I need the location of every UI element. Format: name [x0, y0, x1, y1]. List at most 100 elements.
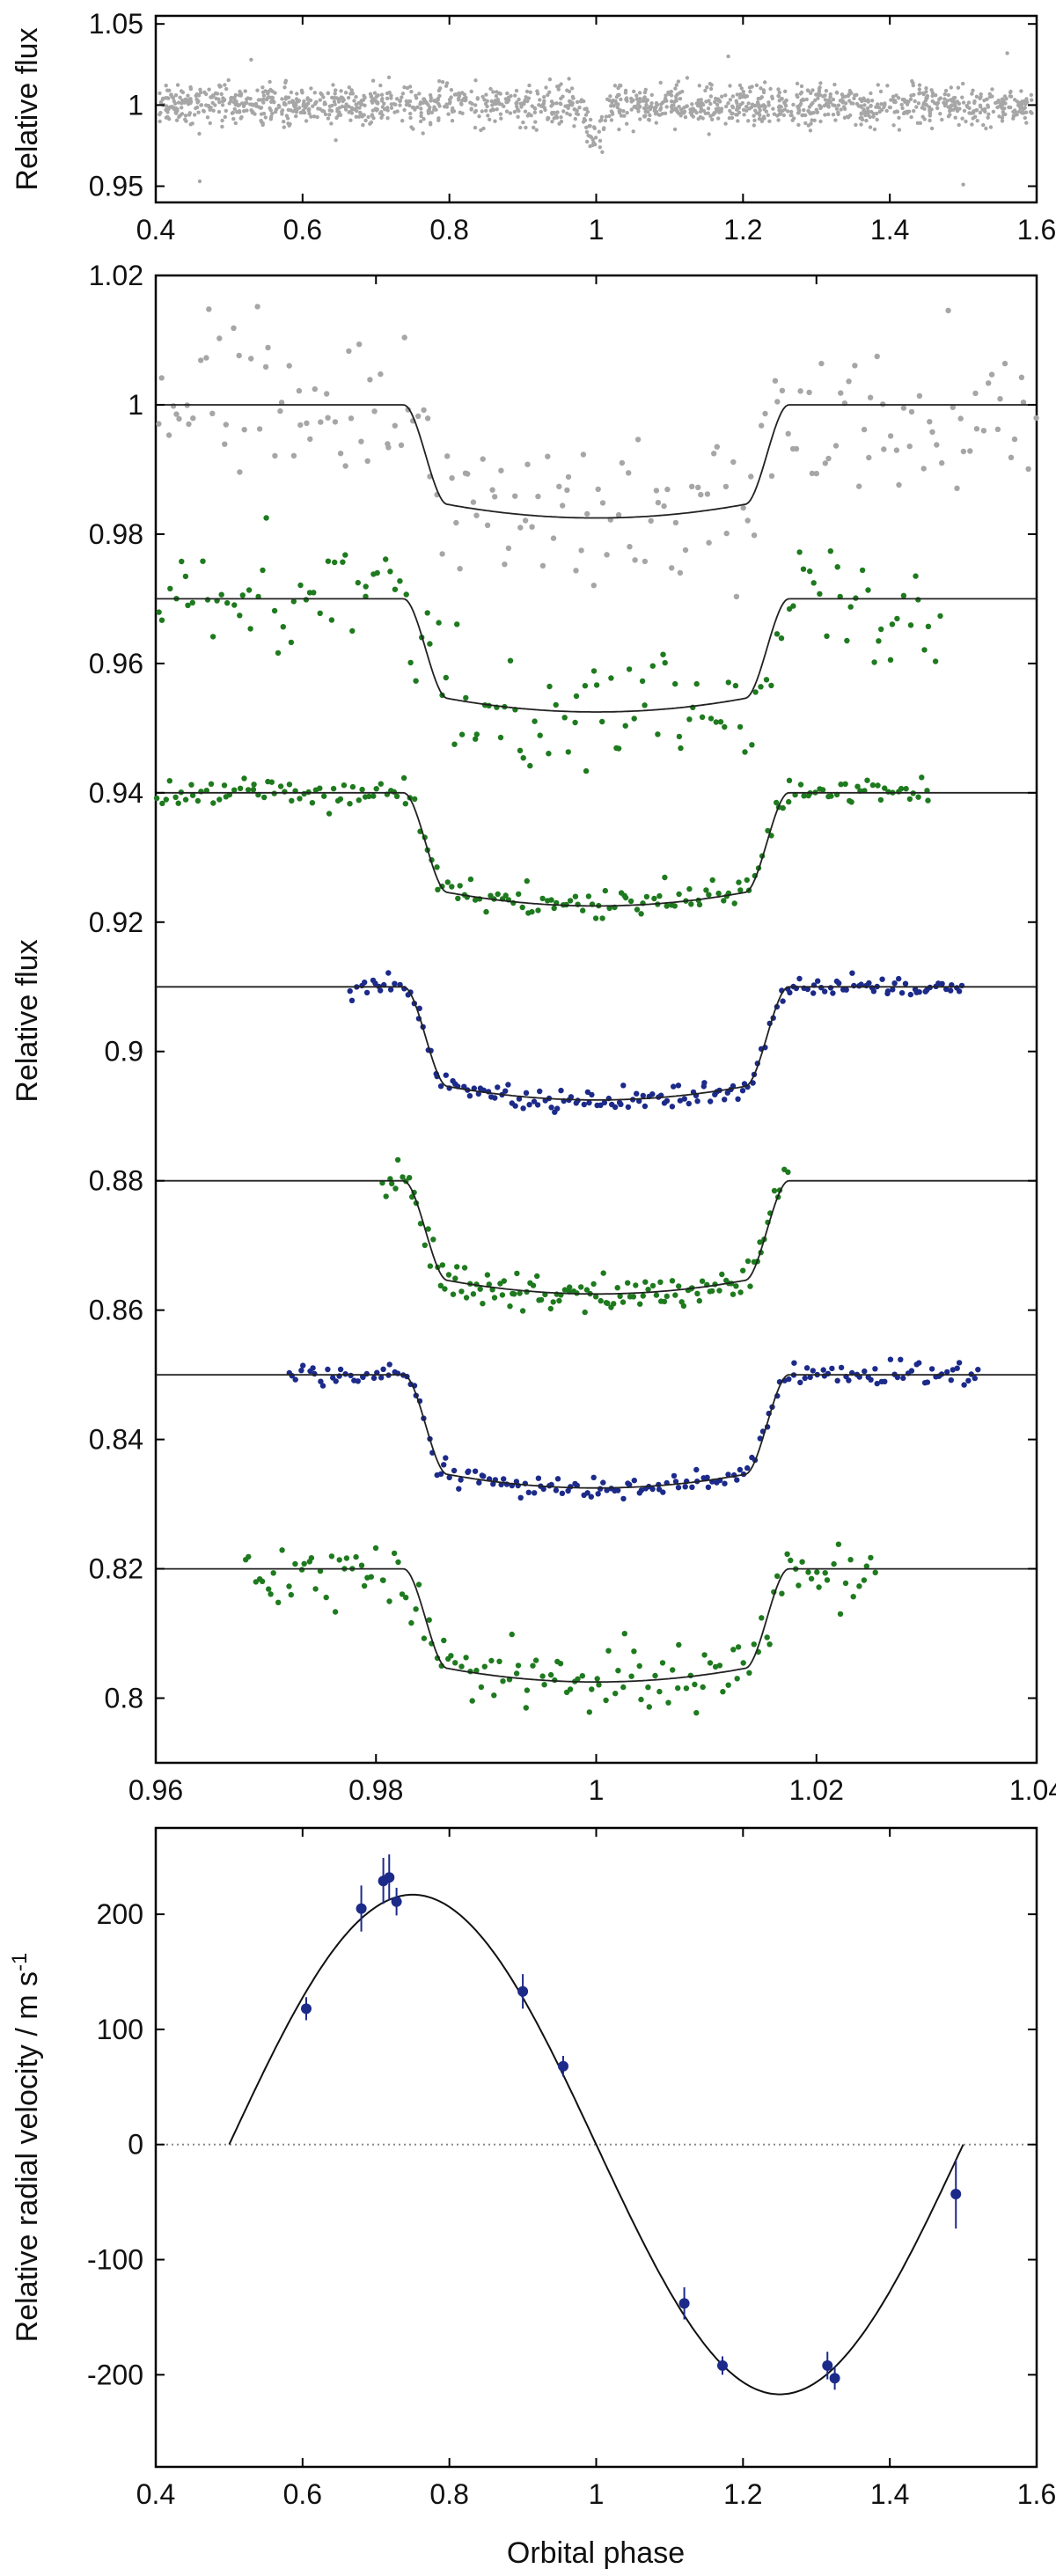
- flux-point: [539, 104, 544, 109]
- lightcurve-point: [539, 562, 546, 569]
- lightcurve-point: [625, 1280, 631, 1286]
- flux-point: [329, 121, 334, 126]
- flux-point: [327, 113, 332, 117]
- flux-point: [1028, 110, 1033, 114]
- flux-point: [715, 97, 721, 101]
- flux-point: [395, 97, 400, 101]
- lightcurve-point: [346, 348, 352, 355]
- panel-2-frame: [154, 274, 1038, 1765]
- lightcurve-point: [656, 1481, 662, 1488]
- flux-point: [792, 116, 796, 121]
- lightcurve-point: [972, 390, 979, 397]
- flux-point: [799, 84, 804, 89]
- flux-point: [744, 108, 749, 113]
- lightcurve-point: [906, 443, 913, 450]
- flux-point: [599, 114, 605, 120]
- flux-point: [180, 106, 184, 110]
- lightcurve-point: [960, 448, 967, 455]
- lightcurve-point: [328, 1553, 335, 1560]
- flux-point: [343, 91, 348, 95]
- lightcurve-point: [535, 1475, 542, 1481]
- lightcurve-point: [639, 678, 646, 685]
- flux-point: [305, 96, 310, 100]
- flux-point: [263, 115, 268, 120]
- lightcurve-point: [822, 460, 828, 466]
- flux-point: [253, 112, 257, 116]
- x-tick-label: 1.02: [789, 1774, 844, 1806]
- lightcurve-point: [872, 1366, 878, 1372]
- flux-point: [645, 98, 649, 102]
- lightcurve-point: [906, 796, 913, 803]
- lightcurve-point: [182, 573, 189, 580]
- lightcurve-point: [186, 421, 192, 428]
- lightcurve-point: [664, 1293, 670, 1300]
- lightcurve-point: [182, 796, 189, 803]
- flux-point: [951, 96, 956, 100]
- flux-point: [895, 109, 900, 114]
- lightcurve-point: [356, 341, 363, 348]
- rv-point: [517, 1985, 529, 1997]
- lightcurve-point: [325, 1366, 331, 1373]
- y-tick-label: 0.96: [89, 648, 143, 679]
- lightcurve-point: [829, 1365, 835, 1372]
- lightcurve-point: [813, 470, 819, 477]
- lightcurve-point: [550, 535, 557, 541]
- lightcurve-point: [640, 1092, 646, 1099]
- lightcurve-point: [512, 1103, 518, 1109]
- lightcurve-point: [500, 1678, 506, 1684]
- flux-point: [673, 106, 678, 111]
- flux-point: [735, 113, 739, 117]
- lightcurve-point: [908, 408, 915, 415]
- lightcurve-point: [631, 716, 637, 722]
- flux-point: [891, 98, 896, 102]
- flux-point: [723, 93, 728, 98]
- flux-point: [385, 116, 390, 121]
- flux-point: [208, 107, 212, 113]
- lightcurve-point: [449, 884, 455, 890]
- flux-point: [583, 118, 588, 122]
- lightcurve-point: [661, 503, 667, 510]
- flux-point: [419, 114, 423, 119]
- flux-point: [962, 108, 967, 114]
- lightcurve-point: [851, 982, 857, 989]
- flux-point: [261, 97, 266, 102]
- lightcurve-point: [980, 428, 987, 434]
- lightcurve-point: [472, 1468, 479, 1474]
- flux-point: [597, 129, 601, 134]
- lightcurve-point: [586, 1709, 592, 1715]
- lightcurve-point: [615, 511, 622, 518]
- flux-point: [818, 119, 823, 124]
- x-tick-label: 1.04: [1009, 1774, 1056, 1806]
- x-tick-label: 0.6: [283, 2478, 322, 2510]
- flux-point: [612, 104, 616, 108]
- lightcurve-point: [655, 731, 661, 738]
- lightcurve-point: [818, 360, 825, 367]
- flux-point: [682, 106, 686, 110]
- lightcurve-point: [397, 578, 403, 584]
- lightcurve-point: [695, 484, 701, 490]
- flux-point: [728, 108, 732, 114]
- flux-point: [973, 114, 978, 119]
- flux-point: [938, 96, 943, 100]
- lightcurve-point: [473, 1667, 480, 1674]
- flux-point: [180, 98, 185, 103]
- flux-point: [282, 120, 286, 124]
- flux-point: [641, 99, 646, 103]
- flux-point: [859, 104, 863, 108]
- lightcurve-point: [248, 356, 254, 362]
- lightcurve-point: [216, 335, 223, 341]
- lightcurve-point: [222, 441, 228, 447]
- flux-point: [518, 125, 523, 130]
- lightcurve-point: [188, 782, 194, 788]
- flux-point: [309, 114, 313, 119]
- lightcurve-point: [256, 426, 263, 432]
- flux-point: [541, 101, 546, 106]
- lightcurve-point: [332, 1609, 339, 1615]
- lightcurve-point: [943, 986, 950, 993]
- flux-point: [488, 86, 493, 92]
- flux-point: [862, 103, 867, 107]
- flux-point: [634, 93, 639, 98]
- lightcurve-point: [190, 415, 196, 422]
- lightcurve-point: [449, 475, 455, 481]
